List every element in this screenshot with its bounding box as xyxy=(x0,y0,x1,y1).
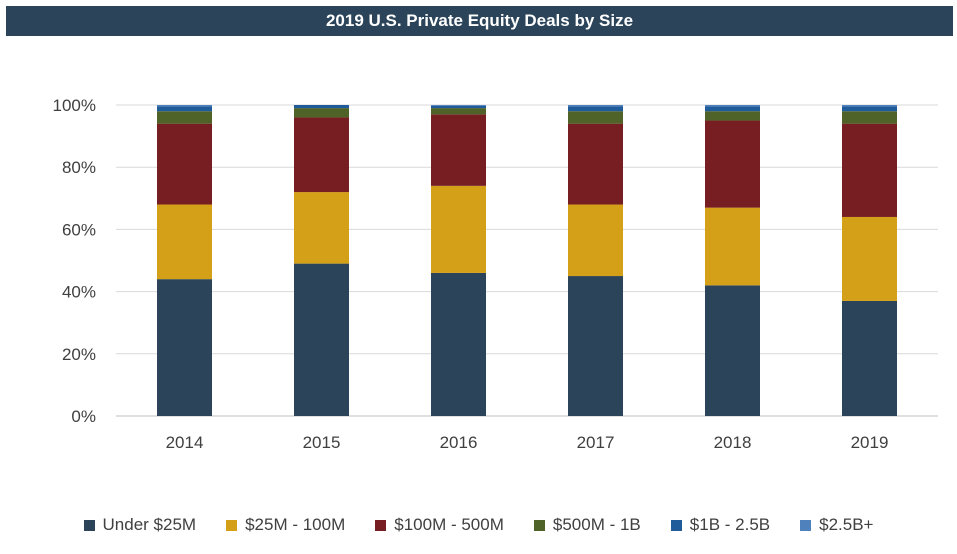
bar-segment-2018-series-5 xyxy=(705,105,760,107)
bar-segment-2014-series-0 xyxy=(157,279,212,416)
x-tick-label: 2016 xyxy=(440,433,478,452)
bar-segment-2017-series-3 xyxy=(568,111,623,124)
legend-item: $1B - 2.5B xyxy=(670,515,771,535)
y-tick-label: 0% xyxy=(71,407,96,426)
bar-segment-2019-series-1 xyxy=(842,216,897,301)
bar-segment-2017-series-0 xyxy=(568,276,623,416)
bar-segment-2019-series-0 xyxy=(842,300,897,416)
bar-segment-2017-series-2 xyxy=(568,123,623,205)
legend-swatch xyxy=(533,519,545,531)
legend-swatch xyxy=(670,519,682,531)
bar-segment-2016-series-5 xyxy=(431,105,486,106)
bar-segment-2018-series-2 xyxy=(705,120,760,208)
stacked-bar-chart: 0% 20% 40% 60% 80% 100% 2014 2015 2016 2017 2018 20… xyxy=(53,96,938,452)
bar-segment-2014-series-4 xyxy=(157,106,212,112)
legend-label: $2.5B+ xyxy=(819,515,874,534)
bar-segment-2015-series-4 xyxy=(294,105,349,109)
bar-segment-2017-series-5 xyxy=(568,105,623,107)
bar-segment-2014-series-3 xyxy=(157,111,212,124)
y-tick-label: 100% xyxy=(53,96,96,115)
bar-segment-2016-series-0 xyxy=(431,272,486,416)
bar-segment-2014-series-2 xyxy=(157,123,212,205)
chart-title: 2019 U.S. Private Equity Deals by Size xyxy=(6,6,953,36)
bar-segment-2016-series-1 xyxy=(431,185,486,273)
bar-segment-2018-series-0 xyxy=(705,285,760,416)
bar-segment-2016-series-3 xyxy=(431,108,486,115)
legend-label: $25M - 100M xyxy=(245,515,346,534)
y-tick-label: 60% xyxy=(62,220,96,239)
bar-segment-2019-series-4 xyxy=(842,106,897,112)
y-tick-label: 20% xyxy=(62,345,96,364)
chart-legend: Under $25M $25M - 100M $100M - 500M $500M -… xyxy=(0,514,957,536)
x-tick-label: 2015 xyxy=(303,433,341,452)
bar-segment-2017-series-1 xyxy=(568,204,623,277)
bar-segment-2016-series-4 xyxy=(431,105,486,109)
legend-swatch xyxy=(83,519,95,531)
legend-swatch xyxy=(375,519,387,531)
legend-label: $1B - 2.5B xyxy=(689,515,771,534)
bar-segment-2014-series-1 xyxy=(157,204,212,280)
bar-segment-2014-series-5 xyxy=(157,105,212,107)
legend-label: Under $25M xyxy=(102,515,197,534)
x-tick-label: 2019 xyxy=(851,433,889,452)
bar-segment-2017-series-4 xyxy=(568,106,623,112)
bar-segment-2019-series-3 xyxy=(842,111,897,124)
bar-segment-2016-series-2 xyxy=(431,114,486,186)
chart-title-text: 2019 U.S. Private Equity Deals by Size xyxy=(325,11,634,30)
bar-segment-2015-series-1 xyxy=(294,192,349,264)
x-tick-label: 2017 xyxy=(577,433,615,452)
legend-item: $100M - 500M xyxy=(375,515,504,535)
bar-segment-2018-series-3 xyxy=(705,111,760,121)
legend-item: $25M - 100M xyxy=(226,515,345,535)
bar-segment-2019-series-2 xyxy=(842,123,897,217)
legend-item: $500M - 1B xyxy=(533,515,641,535)
x-tick-label: 2018 xyxy=(714,433,752,452)
bar-segment-2015-series-0 xyxy=(294,263,349,416)
bar-segment-2015-series-3 xyxy=(294,108,349,118)
legend-label: $100M - 500M xyxy=(394,515,504,534)
bar-segment-2015-series-2 xyxy=(294,117,349,193)
y-tick-label: 80% xyxy=(62,158,96,177)
bar-segment-2018-series-4 xyxy=(705,106,760,112)
bar-segment-2019-series-5 xyxy=(842,105,897,107)
y-tick-label: 40% xyxy=(62,283,96,302)
legend-item: Under $25M xyxy=(83,515,197,535)
legend-item: $2.5B+ xyxy=(800,515,873,535)
legend-swatch xyxy=(800,519,812,531)
bar-segment-2018-series-1 xyxy=(705,207,760,286)
x-tick-label: 2014 xyxy=(166,433,204,452)
legend-swatch xyxy=(226,519,238,531)
legend-label: $500M - 1B xyxy=(552,515,641,534)
